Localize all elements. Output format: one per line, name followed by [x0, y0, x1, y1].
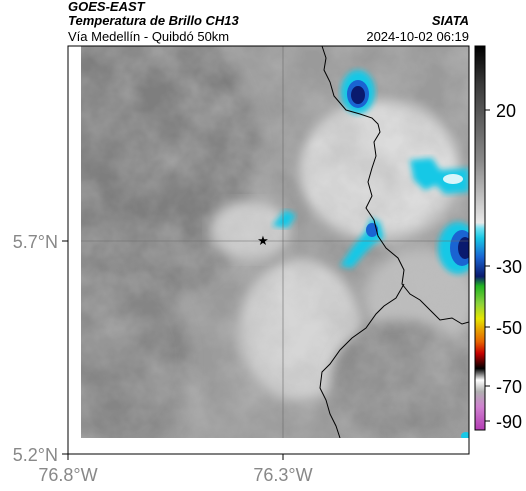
region-subtitle: Vía Medellín - Quibdó 50km	[68, 29, 230, 44]
brand-label: SIATA	[431, 13, 469, 28]
convective-cell-central	[340, 218, 384, 268]
product-title: Temperatura de Brillo CH13	[68, 13, 239, 28]
colorbar-tick-label: -50	[496, 318, 522, 338]
colorbar-tick-label: -30	[496, 257, 522, 277]
convective-cell-north	[341, 70, 375, 114]
colorbar-scale	[474, 45, 486, 431]
border-line	[321, 46, 469, 325]
colorbar: 20 -30 -50 -70 -90	[474, 45, 522, 432]
colorbar-tick-label: -90	[496, 412, 522, 432]
convective-cell-east	[410, 158, 469, 194]
convective-cell-southeast	[438, 222, 469, 274]
map-frame	[67, 45, 470, 455]
lon-tick-label: 76.8°W	[38, 465, 97, 485]
timestamp: 2024-10-02 06:19	[366, 29, 469, 44]
imagery-layer	[81, 46, 469, 438]
star-icon: ★	[257, 234, 269, 249]
colorbar-tick-label: 20	[496, 101, 516, 121]
colorbar-tick-label: -70	[496, 377, 522, 397]
lat-tick-label: 5.7°N	[13, 232, 58, 252]
lat-tick-label: 5.2°N	[13, 445, 58, 465]
satellite-name: GOES-EAST	[68, 0, 145, 14]
lon-tick-label: 76.3°W	[253, 465, 312, 485]
convective-cell-bottom	[461, 432, 469, 438]
convective-cell-west	[272, 210, 296, 228]
border-line-south	[319, 283, 405, 438]
